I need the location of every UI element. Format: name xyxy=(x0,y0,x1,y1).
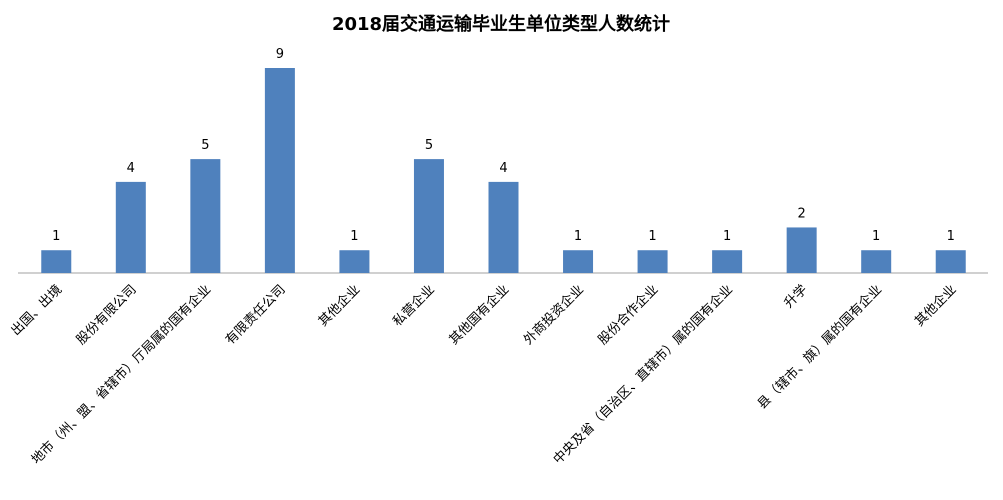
data-label: 1 xyxy=(52,229,60,244)
bar xyxy=(637,250,668,273)
bar xyxy=(115,181,146,273)
bar xyxy=(563,250,594,273)
bar xyxy=(488,181,519,273)
bar xyxy=(935,250,966,273)
bar xyxy=(786,227,817,273)
data-label: 1 xyxy=(872,229,880,244)
data-label: 1 xyxy=(947,229,955,244)
data-label: 2 xyxy=(798,206,806,221)
bar xyxy=(264,68,295,273)
data-label: 1 xyxy=(574,229,582,244)
chart-title: 2018届交通运输毕业生单位类型人数统计 xyxy=(332,13,670,35)
data-label: 5 xyxy=(425,138,433,153)
data-label: 1 xyxy=(350,229,358,244)
data-label: 9 xyxy=(276,47,284,62)
bar xyxy=(41,250,72,273)
bar xyxy=(861,250,892,273)
bar xyxy=(712,250,743,273)
bar xyxy=(339,250,370,273)
data-label: 5 xyxy=(201,138,209,153)
bar xyxy=(190,159,221,273)
data-label: 1 xyxy=(648,229,656,244)
data-label: 1 xyxy=(723,229,731,244)
data-label: 4 xyxy=(499,161,507,176)
data-label: 4 xyxy=(127,161,135,176)
bar xyxy=(413,159,444,273)
